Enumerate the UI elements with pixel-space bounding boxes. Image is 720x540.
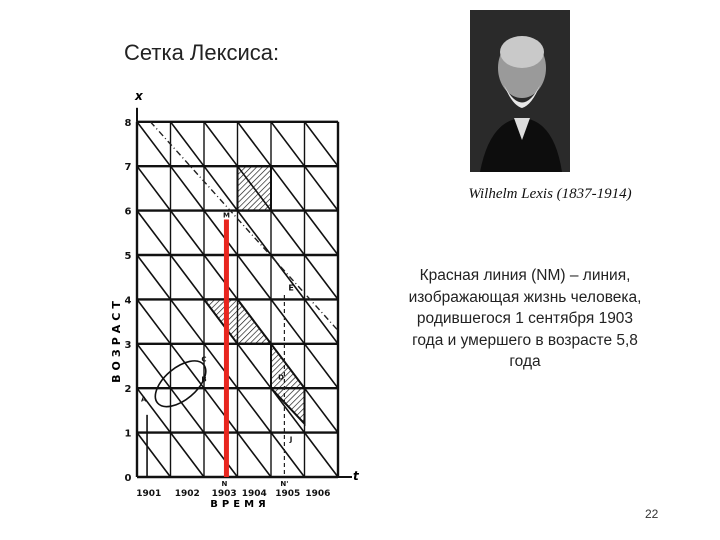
age-tick-label: 8 xyxy=(125,118,132,129)
point-label-d: D xyxy=(278,373,284,381)
portrait-caption: Wilhelm Lexis (1837-1914) xyxy=(468,186,632,202)
lexis-diagonal xyxy=(169,254,205,300)
lexis-portrait xyxy=(470,10,570,172)
axis-labels: 0 1 2 3 4 5 6 7 8 1901 1902 1903 1904 1905 1906 N M N' E C A… xyxy=(125,118,331,499)
lexis-diagonal xyxy=(203,165,239,212)
age-tick-label: 1 xyxy=(125,429,132,440)
ellipse xyxy=(154,360,207,408)
description-text: Красная линия (NM) – линия, изображающая… xyxy=(408,267,642,370)
annotations xyxy=(146,121,339,477)
lexis-diagonal xyxy=(203,343,239,389)
year-tick-label: 1906 xyxy=(305,489,330,499)
point-label-e: E xyxy=(288,284,293,293)
lexis-diagonal xyxy=(270,387,306,434)
lexis-diagram: 0 1 2 3 4 5 6 7 8 1901 1902 1903 1904 1905 1906 N M N' E C A… xyxy=(110,89,360,510)
lexis-diagonal xyxy=(236,254,272,300)
age-tick-label: 0 xyxy=(125,473,132,484)
lexis-diagonal xyxy=(169,298,205,345)
point-label-a: A xyxy=(141,396,147,404)
lexis-diagonal xyxy=(136,432,172,478)
hatched-square xyxy=(236,165,272,212)
lexis-diagonal xyxy=(236,387,272,434)
lexis-diagonal xyxy=(169,121,205,167)
lexis-diagonal xyxy=(270,210,306,256)
lexis-diagonal xyxy=(136,121,172,167)
lexis-diagonal xyxy=(303,121,339,167)
lexis-diagonal xyxy=(136,210,172,256)
lexis-diagonal xyxy=(270,298,306,345)
lexis-diagonal xyxy=(169,432,205,478)
hatched-areas xyxy=(201,165,306,427)
year-tick-label: 1903 xyxy=(212,489,237,499)
lexis-diagonal xyxy=(169,165,205,212)
x-axis-symbol: t xyxy=(353,469,360,483)
lexis-diagonal xyxy=(136,343,172,389)
point-label-m: M xyxy=(223,211,230,219)
lexis-diagonal xyxy=(169,210,205,256)
lexis-diagonal xyxy=(303,387,339,434)
lexis-diagonal xyxy=(303,210,339,256)
year-tick-label: 1901 xyxy=(136,489,161,499)
point-label-n-prime: N' xyxy=(280,480,288,488)
lexis-diagonal xyxy=(303,298,339,345)
lexis-diagonal xyxy=(169,387,205,434)
lexis-diagonal xyxy=(270,121,306,167)
lexis-diagonal xyxy=(303,432,339,478)
point-label-c: C xyxy=(201,356,206,364)
slide-title: Сетка Лексиса: xyxy=(124,40,280,65)
lexis-diagonal xyxy=(203,210,239,256)
lexis-diagonal xyxy=(303,254,339,300)
lexis-diagonal xyxy=(236,210,272,256)
year-tick-label: 1905 xyxy=(275,489,300,499)
lexis-diagonal xyxy=(169,343,205,389)
lexis-diagonal xyxy=(136,254,172,300)
hatched-parallelogram xyxy=(201,298,274,345)
lexis-diagonal xyxy=(270,432,306,478)
point-label-j: J xyxy=(289,435,293,443)
lexis-diagonal xyxy=(270,165,306,212)
lexis-diagonal xyxy=(203,254,239,300)
age-tick-label: 5 xyxy=(125,251,132,262)
lexis-diagonal xyxy=(236,432,272,478)
age-tick-label: 2 xyxy=(125,384,132,395)
lexis-diagonal xyxy=(236,121,272,167)
lexis-diagonal xyxy=(203,121,239,167)
lexis-grid xyxy=(135,107,352,479)
year-tick-label: 1904 xyxy=(242,489,267,499)
lexis-diagonal xyxy=(270,254,306,300)
lexis-diagonal xyxy=(136,298,172,345)
age-tick-label: 7 xyxy=(125,162,132,173)
point-label-n: N xyxy=(222,480,228,488)
lexis-diagonal xyxy=(203,387,239,434)
age-tick-label: 6 xyxy=(125,207,132,218)
lexis-diagonal xyxy=(303,343,339,389)
lexis-diagonal xyxy=(236,343,272,389)
page-number: 22 xyxy=(645,507,659,521)
age-tick-label: 3 xyxy=(125,340,132,351)
lexis-diagonal xyxy=(136,165,172,212)
lexis-diagonal xyxy=(303,165,339,212)
lexis-diagonal xyxy=(203,432,239,478)
point-label-b: B xyxy=(201,376,206,384)
age-tick-label: 4 xyxy=(125,295,132,306)
year-tick-label: 1902 xyxy=(175,489,200,499)
hatched-parallelogram xyxy=(270,340,306,427)
x-axis-label: ВРЕМЯ xyxy=(210,499,269,510)
y-axis-symbol: x xyxy=(134,89,144,103)
lexis-diagonal xyxy=(136,387,172,434)
y-axis-label: ВОЗРАСТ xyxy=(110,297,123,383)
